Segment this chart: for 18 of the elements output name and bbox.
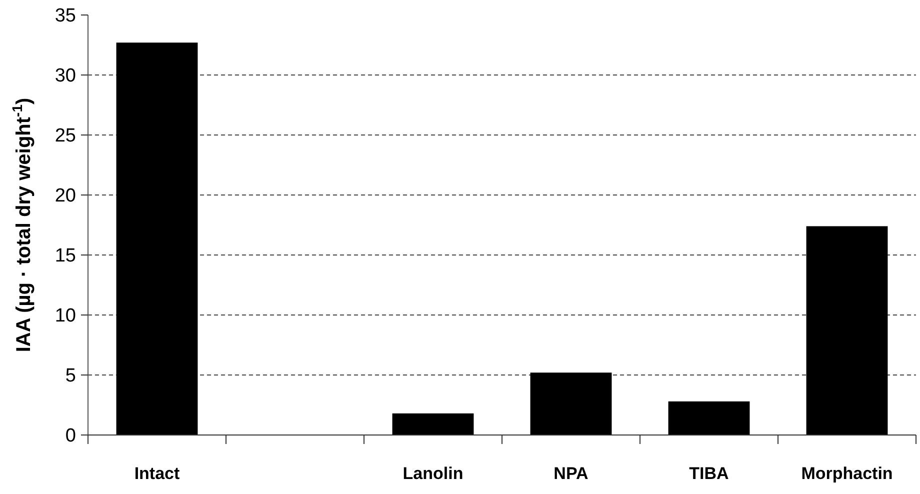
y-tick-label: 5 <box>65 366 76 387</box>
x-tick-label: TIBA <box>689 464 729 483</box>
x-tick-label: Lanolin <box>402 464 464 483</box>
bar <box>806 226 888 435</box>
bar <box>668 401 750 435</box>
y-tick-label: 25 <box>54 126 76 147</box>
x-tick-label: Morphactin <box>801 464 893 483</box>
y-tick-label: 10 <box>54 306 76 327</box>
bar <box>116 42 198 435</box>
bar <box>530 372 612 435</box>
y-tick-label: 30 <box>54 66 76 87</box>
x-tick-label: NPA <box>554 464 588 483</box>
y-tick-label: 20 <box>54 186 76 207</box>
bar <box>392 413 474 435</box>
x-tick-label: Intact <box>134 464 180 483</box>
y-tick-label: 15 <box>54 246 76 267</box>
y-tick-label: 35 <box>54 6 76 27</box>
y-tick-label: 0 <box>65 426 76 447</box>
